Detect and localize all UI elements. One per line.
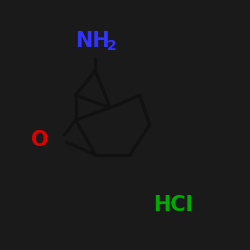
- Text: O: O: [31, 130, 48, 150]
- Text: 2: 2: [106, 39, 116, 53]
- Text: HCl: HCl: [153, 195, 193, 215]
- Text: NH: NH: [76, 31, 110, 51]
